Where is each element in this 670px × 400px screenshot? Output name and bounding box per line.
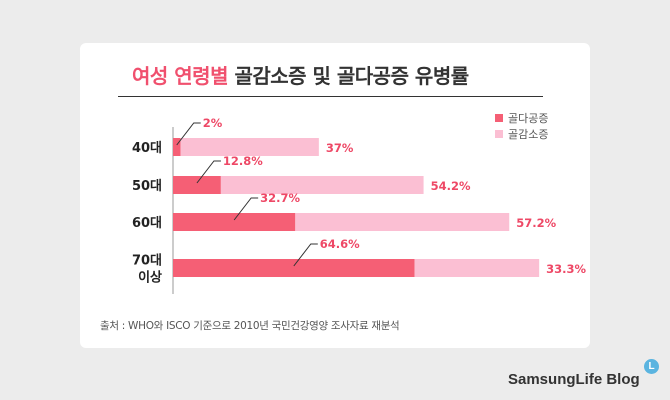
data-label-osteoporosis: 12.8% — [223, 154, 263, 168]
category-label: 40대 — [132, 141, 162, 156]
legend-label-osteopenia: 골감소증 — [508, 128, 548, 141]
leader-line — [196, 160, 221, 184]
bar-osteoporosis — [173, 138, 181, 156]
leader-line — [176, 122, 201, 146]
data-label-osteopenia: 33.3% — [546, 262, 586, 276]
bar-osteoporosis — [173, 259, 415, 277]
legend-swatch-osteoporosis — [495, 114, 503, 122]
bar-osteopenia — [414, 259, 540, 277]
chart-card: 여성 연령별 골감소증 및 골다공증 유병률 출처 : WHO와 ISCO 기준… — [80, 43, 590, 348]
title-rest: 골감소증 및 골다공증 유병률 — [234, 64, 469, 88]
chart-title: 여성 연령별 골감소증 및 골다공증 유병률 — [132, 60, 469, 89]
category-label: 50대 — [132, 179, 162, 194]
bar-osteoporosis — [173, 176, 221, 194]
data-label-osteopenia: 37% — [326, 141, 354, 155]
data-label-osteoporosis: 64.6% — [320, 237, 360, 251]
title-underline — [118, 96, 543, 97]
source-note: 출처 : WHO와 ISCO 기준으로 2010년 국민건강영양 조사자료 재분… — [100, 320, 400, 332]
bar-osteopenia — [180, 138, 319, 156]
legend-swatch-osteopenia — [495, 130, 503, 138]
data-label-osteopenia: 57.2% — [516, 216, 556, 230]
data-label-osteopenia: 54.2% — [431, 179, 471, 193]
data-label-osteoporosis: 32.7% — [260, 191, 300, 205]
category-label: 60대 — [132, 216, 162, 231]
title-highlight: 여성 연령별 — [132, 64, 228, 88]
data-label-osteoporosis: 2% — [203, 116, 223, 130]
leader-line — [293, 243, 318, 267]
leader-line — [233, 197, 259, 221]
bar-osteopenia — [220, 176, 424, 194]
category-label: 70대 — [132, 254, 162, 269]
brand-badge-icon: L — [644, 359, 659, 374]
brand-logo-text: SamsungLife Blog — [508, 371, 640, 388]
category-label: 이상 — [138, 270, 162, 286]
legend-label-osteoporosis: 골다공증 — [508, 112, 548, 125]
bar-osteopenia — [295, 213, 510, 231]
bar-osteoporosis — [173, 213, 296, 231]
